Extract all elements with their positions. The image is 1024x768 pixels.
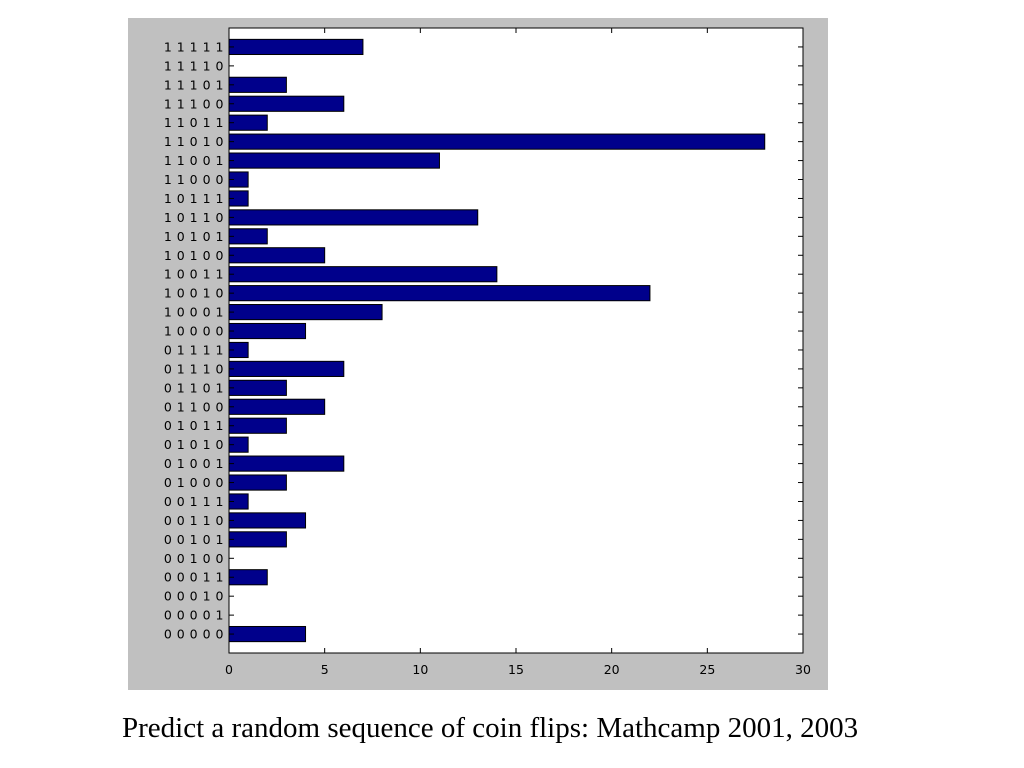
y-tick-label-30: 0 0 0 0 1	[164, 608, 224, 623]
y-tick-label-20: 0 1 0 1 1	[164, 418, 224, 433]
y-tick-label-2: 1 1 1 0 1	[164, 77, 224, 92]
bar-3	[228, 95, 345, 112]
y-tick-label-14: 1 0 0 0 1	[164, 305, 224, 320]
bar-chart: 1 1 1 1 1 1 1 1 1 0 1 1 1 0 1 1 1 1 0 0 1 1 …	[164, 27, 811, 677]
bar-20	[228, 417, 287, 434]
x-tick-label-5: 25	[699, 662, 715, 677]
x-tick-label-3: 15	[508, 662, 524, 677]
y-tick-label-12: 1 0 0 1 1	[164, 267, 224, 282]
y-tick-label-7: 1 1 0 0 0	[164, 172, 224, 187]
chart-figure: 1 1 1 1 1 1 1 1 1 0 1 1 1 0 1 1 1 1 0 0 1 1 …	[128, 18, 828, 690]
bar-11	[228, 247, 326, 264]
bar-9	[228, 209, 479, 226]
y-tick-label-0: 1 1 1 1 1	[164, 39, 224, 54]
bar-19	[228, 398, 326, 415]
y-tick-label-9: 1 0 1 1 0	[164, 210, 224, 225]
bar-15	[228, 322, 307, 340]
bar-6	[228, 152, 440, 169]
bar-22	[228, 455, 345, 472]
x-tick-label-0: 0	[225, 662, 233, 677]
y-tick-label-15: 1 0 0 0 0	[164, 324, 224, 339]
y-tick-label-31: 0 0 0 0 0	[164, 627, 224, 642]
y-tick-label-24: 0 0 1 1 1	[164, 494, 224, 509]
bar-17	[228, 360, 345, 377]
x-tick-label-1: 5	[321, 662, 329, 677]
y-tick-label-26: 0 0 1 0 1	[164, 532, 224, 547]
y-tick-label-18: 0 1 1 0 1	[164, 380, 224, 395]
y-tick-label-22: 0 1 0 0 1	[164, 456, 224, 471]
y-tick-label-23: 0 1 0 0 0	[164, 475, 224, 490]
bar-4	[228, 114, 268, 131]
bar-14	[228, 304, 383, 321]
y-tick-label-13: 1 0 0 1 0	[164, 286, 224, 301]
y-tick-label-19: 0 1 1 0 0	[164, 399, 224, 414]
y-tick-label-29: 0 0 0 1 0	[164, 589, 224, 604]
x-tick-label-4: 20	[604, 662, 620, 677]
x-tick-label-6: 30	[795, 662, 811, 677]
bar-2	[228, 76, 287, 93]
bar-0	[228, 38, 364, 56]
y-tick-label-17: 0 1 1 1 0	[164, 361, 224, 376]
y-tick-label-5: 1 1 0 1 0	[164, 134, 224, 149]
y-tick-label-8: 1 0 1 1 1	[164, 191, 224, 206]
bar-5	[228, 133, 766, 150]
y-tick-label-4: 1 1 0 1 1	[164, 115, 224, 130]
y-tick-label-11: 1 0 1 0 0	[164, 248, 224, 263]
y-tick-label-25: 0 0 1 1 0	[164, 513, 224, 528]
y-tick-label-27: 0 0 1 0 0	[164, 551, 224, 566]
x-tick-label-2: 10	[412, 662, 428, 677]
y-tick-label-6: 1 1 0 0 1	[164, 153, 224, 168]
bar-10	[228, 228, 268, 245]
y-tick-label-3: 1 1 1 0 0	[164, 96, 224, 111]
plot-area	[229, 28, 803, 653]
slide-caption: Predict a random sequence of coin flips:…	[122, 712, 859, 744]
y-tick-label-21: 0 1 0 1 0	[164, 437, 224, 452]
bar-31	[228, 625, 307, 643]
bar-25	[228, 512, 307, 529]
bar-13	[228, 285, 651, 302]
y-tick-label-1: 1 1 1 1 0	[164, 58, 224, 73]
bar-12	[228, 266, 498, 283]
bar-23	[228, 474, 287, 491]
y-tick-label-16: 0 1 1 1 1	[164, 342, 224, 357]
bar-26	[228, 531, 287, 548]
bar-18	[228, 379, 287, 396]
y-tick-label-10: 1 0 1 0 1	[164, 229, 224, 244]
y-tick-label-28: 0 0 0 1 1	[164, 570, 224, 585]
bar-28	[228, 569, 268, 586]
